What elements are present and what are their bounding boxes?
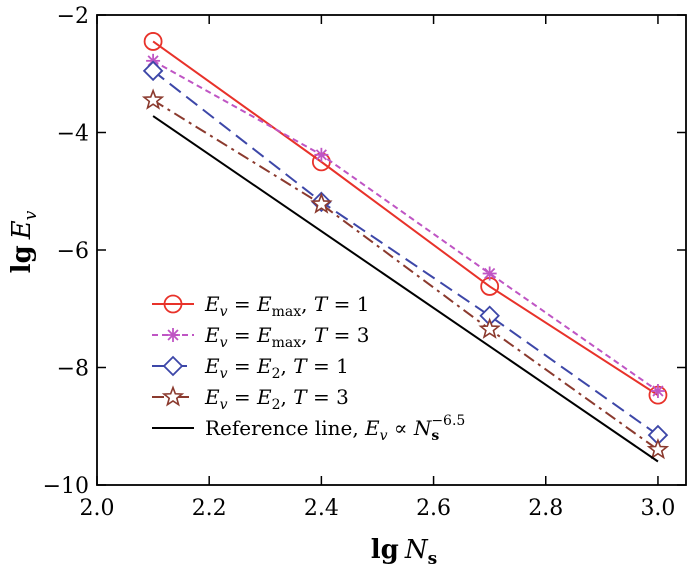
series-reference <box>152 115 659 463</box>
diamond-marker <box>162 355 184 377</box>
star-marker <box>161 385 185 407</box>
star-marker <box>141 88 165 110</box>
axis-ticks: 2.0 2.2 2.4 2.6 2.8 3.0 −10 −8 −6 −4 −2 <box>43 4 686 521</box>
y-tick-label: −10 <box>43 474 89 499</box>
series-emax-t3 <box>146 53 665 398</box>
legend-entry-e2-t3: Ev = E2, T = 3 <box>152 385 349 413</box>
y-tick-label: −6 <box>57 239 89 264</box>
legend-entry-reference: Reference line, Ev ∝ Ns−6.5 <box>152 413 465 444</box>
circle-marker <box>163 294 183 314</box>
x-axis-label: lg Ns <box>371 535 437 569</box>
y-tick-label: −4 <box>57 122 89 147</box>
series-line <box>152 115 659 463</box>
legend-entry-e2-t1: Ev = E2, T = 1 <box>152 354 349 382</box>
star-marker <box>646 437 670 460</box>
asterisk-marker <box>314 147 329 162</box>
legend-label: Ev = Emax, T = 3 <box>204 323 369 351</box>
legend-label: Reference line, Ev ∝ Ns−6.5 <box>205 413 465 444</box>
legend: Ev = Emax, T = 1 Ev = Emax, T = 3 Ev = E2,… <box>152 292 465 444</box>
x-tick-label: 2.2 <box>192 496 227 521</box>
legend-entry-emax-t1: Ev = Emax, T = 1 <box>152 292 369 320</box>
star-marker <box>478 317 501 339</box>
series-line <box>152 59 659 392</box>
x-tick-label: 2.4 <box>304 496 339 521</box>
y-axis-label: lgEv <box>7 210 41 273</box>
series-layer <box>141 32 670 463</box>
series-e2-t3 <box>141 88 670 460</box>
x-tick-label: 3.0 <box>640 496 675 521</box>
diamond-marker <box>142 60 164 82</box>
asterisk-marker <box>482 266 497 281</box>
series-line <box>152 99 659 451</box>
star-marker <box>310 192 333 214</box>
series-e2-t1 <box>142 60 669 446</box>
series-line <box>152 40 659 396</box>
y-tick-label: −2 <box>57 4 89 29</box>
legend-label: Ev = Emax, T = 1 <box>204 292 369 320</box>
asterisk-marker <box>650 384 665 398</box>
asterisk-marker <box>166 328 180 342</box>
x-tick-label: 2.6 <box>416 496 451 521</box>
legend-entry-emax-t3: Ev = Emax, T = 3 <box>152 323 369 351</box>
y-tick-label: −8 <box>57 357 89 382</box>
circle-marker <box>143 32 163 51</box>
legend-label: Ev = E2, T = 1 <box>204 354 349 382</box>
x-tick-label: 2.0 <box>80 496 115 521</box>
x-tick-label: 2.8 <box>528 496 563 521</box>
legend-label: Ev = E2, T = 3 <box>204 385 349 413</box>
series-line <box>152 70 659 436</box>
